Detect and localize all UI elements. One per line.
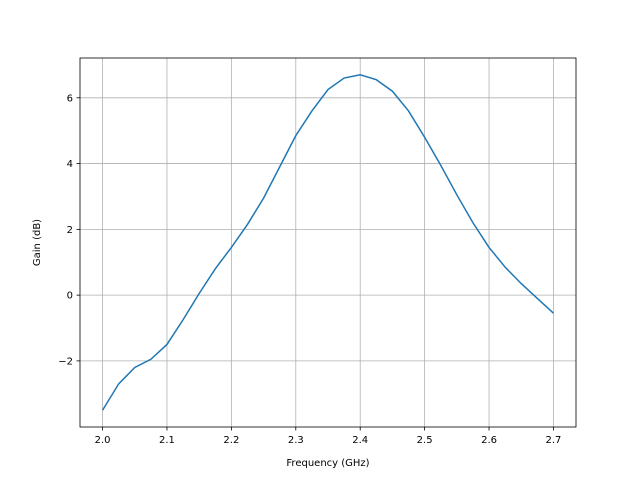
y-tick-label: −2 [58,356,73,367]
x-axis-label: Frequency (GHz) [286,458,369,469]
x-tick-label: 2.1 [159,435,175,446]
data-line [101,73,554,411]
y-axis-label: Gain (dB) [32,219,43,266]
axes-frame [79,57,577,428]
y-tick-label: 0 [67,291,73,302]
y-tick-label: 4 [67,159,73,170]
x-tick-label: 2.7 [546,435,562,446]
x-tick-label: 2.5 [417,435,433,446]
x-tick-label: 2.4 [352,435,368,446]
x-tick-label: 2.2 [223,435,239,446]
x-tick-label: 2.6 [481,435,497,446]
x-tick-label: 2.0 [95,435,111,446]
x-tick-label: 2.3 [288,435,304,446]
y-tick-label: 2 [67,225,73,236]
y-tick-label: 6 [67,93,73,104]
